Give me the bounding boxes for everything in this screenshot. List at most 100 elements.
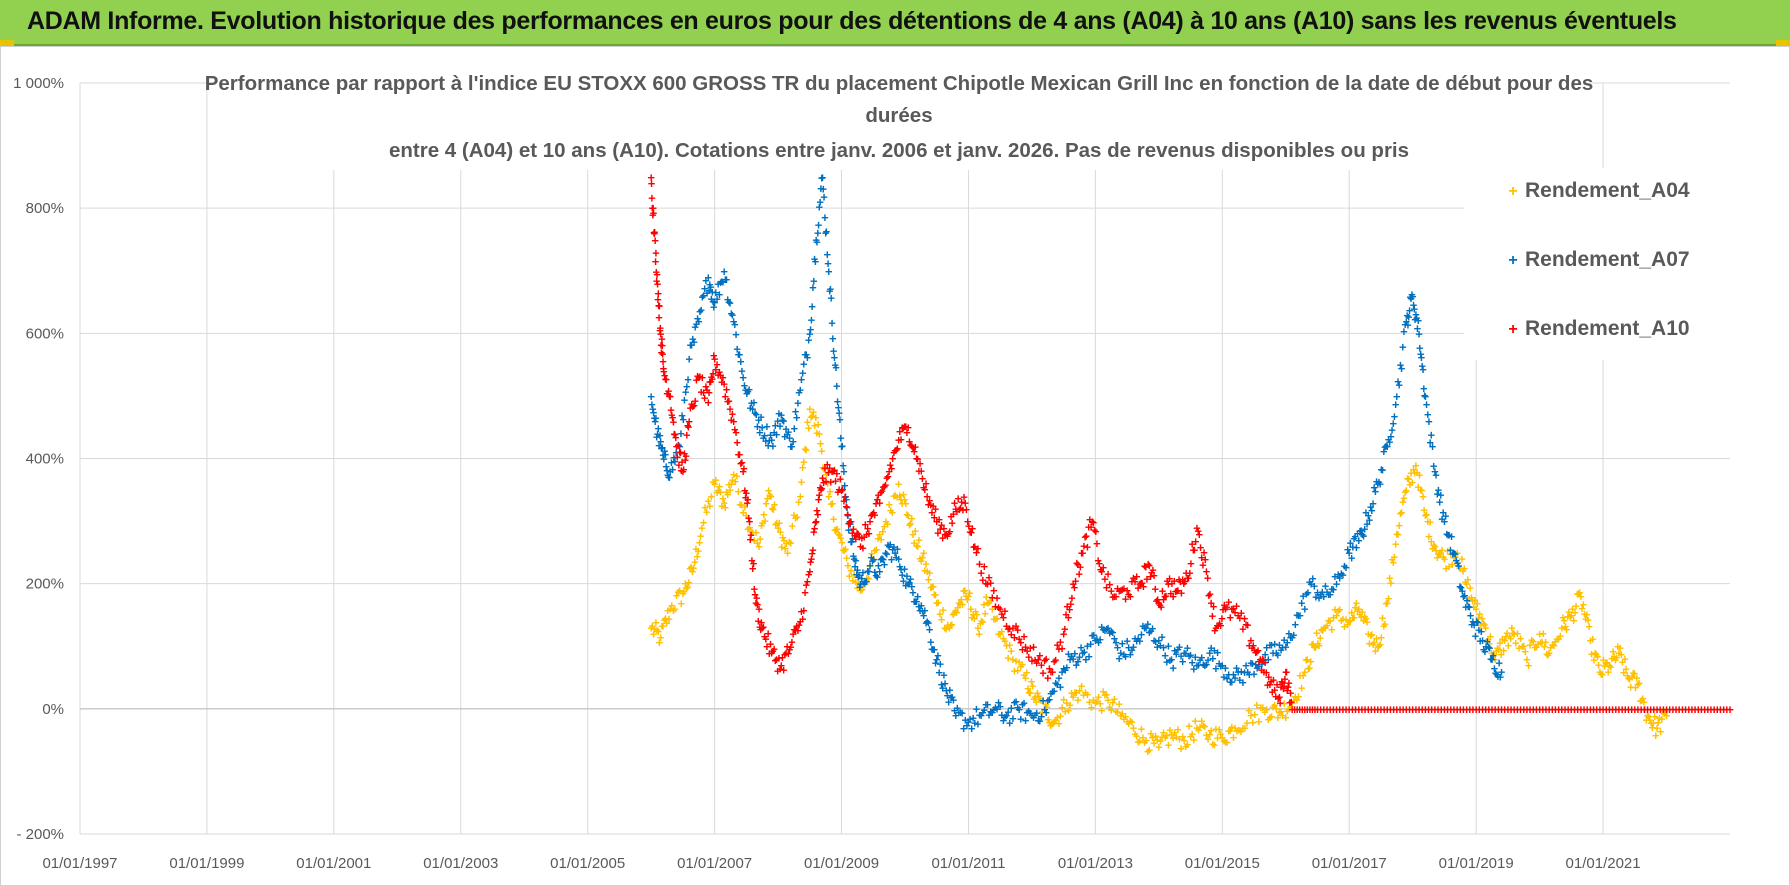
data-point: + bbox=[996, 627, 1004, 642]
data-point: + bbox=[1311, 639, 1319, 654]
data-point-interp: + bbox=[856, 530, 864, 545]
data-point-interp: + bbox=[1100, 622, 1108, 637]
data-point: + bbox=[996, 602, 1004, 617]
data-point-interp: + bbox=[733, 341, 741, 356]
data-point-interp: + bbox=[1106, 700, 1114, 715]
data-point-interp: + bbox=[1291, 702, 1299, 717]
data-point-interp: + bbox=[854, 570, 862, 585]
data-point-interp: + bbox=[1094, 553, 1102, 568]
data-point-interp: + bbox=[1190, 733, 1198, 748]
data-point-interp: + bbox=[1115, 651, 1123, 666]
data-point-interp: + bbox=[1096, 696, 1104, 711]
data-point-interp: + bbox=[1608, 651, 1616, 666]
data-point-interp: + bbox=[1406, 303, 1414, 318]
data-point-interp: + bbox=[1610, 649, 1618, 664]
data-point-interp: + bbox=[675, 457, 683, 472]
data-point-interp: + bbox=[919, 471, 927, 486]
data-point-interp: + bbox=[869, 554, 877, 569]
data-point-interp: + bbox=[1299, 668, 1307, 683]
data-point: + bbox=[1041, 702, 1049, 717]
data-point-interp: + bbox=[1276, 696, 1284, 711]
data-point: + bbox=[1079, 545, 1087, 560]
data-point-interp: + bbox=[1363, 614, 1371, 629]
data-point-interp: + bbox=[1404, 471, 1412, 486]
data-point-interp: + bbox=[1287, 685, 1295, 700]
data-point-interp: + bbox=[1147, 726, 1155, 741]
data-point-interp: + bbox=[1194, 524, 1202, 539]
data-point: + bbox=[1587, 633, 1595, 648]
data-point-interp: + bbox=[785, 535, 793, 550]
data-point-interp: + bbox=[1468, 617, 1476, 632]
data-point-interp: + bbox=[1537, 635, 1545, 650]
data-point-interp: + bbox=[898, 496, 906, 511]
data-point: + bbox=[1545, 646, 1553, 661]
data-point-interp: + bbox=[1399, 494, 1407, 509]
data-point-interp: + bbox=[1171, 725, 1179, 740]
data-point-interp: + bbox=[658, 619, 666, 634]
data-point-interp: + bbox=[839, 482, 847, 497]
data-point-interp: + bbox=[670, 450, 678, 465]
data-point-interp: + bbox=[1046, 715, 1054, 730]
data-point-interp: + bbox=[761, 514, 769, 529]
data-point-interp: + bbox=[1350, 610, 1358, 625]
data-point-interp: + bbox=[1109, 625, 1117, 640]
data-point: + bbox=[923, 564, 931, 579]
data-point-interp: + bbox=[1618, 647, 1626, 662]
data-point-interp: + bbox=[931, 510, 939, 525]
data-point-interp: + bbox=[1309, 571, 1317, 586]
data-point-interp: + bbox=[1011, 664, 1019, 679]
banner-corner-left bbox=[0, 40, 14, 46]
data-point-interp: + bbox=[850, 521, 858, 536]
data-point-interp: + bbox=[870, 552, 878, 567]
data-point-interp: + bbox=[814, 226, 822, 241]
data-point-interp: + bbox=[1436, 494, 1444, 509]
data-point-interp: + bbox=[697, 528, 705, 543]
data-point-interp: + bbox=[995, 600, 1003, 615]
data-point-interp: + bbox=[709, 366, 717, 381]
data-point-interp: + bbox=[956, 596, 964, 611]
data-point-interp: + bbox=[1367, 628, 1375, 643]
data-point-interp: + bbox=[650, 627, 658, 642]
data-point-interp: + bbox=[723, 272, 731, 287]
y-tick-label: - 200% bbox=[16, 826, 64, 843]
data-point: + bbox=[977, 708, 985, 723]
data-point-interp: + bbox=[1103, 687, 1111, 702]
data-point-interp: + bbox=[1146, 625, 1154, 640]
data-point-interp: + bbox=[1392, 397, 1400, 412]
data-point-interp: + bbox=[983, 589, 991, 604]
data-point-interp: + bbox=[851, 528, 859, 543]
data-point-interp: + bbox=[1049, 716, 1057, 731]
data-point-interp: + bbox=[1352, 702, 1360, 717]
gridlines bbox=[79, 82, 1730, 835]
data-point-interp: + bbox=[1660, 706, 1668, 721]
data-point-interp: + bbox=[927, 580, 935, 595]
data-point: + bbox=[704, 395, 712, 410]
data-point-interp: + bbox=[1407, 291, 1415, 306]
data-point-interp: + bbox=[1395, 518, 1403, 533]
y-tick-label: 0% bbox=[42, 701, 64, 718]
data-point-interp: + bbox=[1342, 560, 1350, 575]
data-point-interp: + bbox=[1638, 693, 1646, 708]
data-point-interp: + bbox=[1175, 572, 1183, 587]
data-point-interp: + bbox=[817, 181, 825, 196]
data-point-interp: + bbox=[1382, 439, 1390, 454]
data-point-interp: + bbox=[852, 575, 860, 590]
data-point-interp: + bbox=[1444, 702, 1452, 717]
data-point: + bbox=[990, 702, 998, 717]
data-point-interp: + bbox=[1387, 575, 1395, 590]
data-point: + bbox=[952, 502, 960, 517]
data-point-interp: + bbox=[1647, 716, 1655, 731]
data-point-interp: + bbox=[957, 705, 965, 720]
data-point-interp: + bbox=[1086, 695, 1094, 710]
data-point-interp: + bbox=[1358, 702, 1366, 717]
data-point: + bbox=[1244, 664, 1252, 679]
data-point-interp: + bbox=[786, 431, 794, 446]
data-point-interp: + bbox=[969, 607, 977, 622]
data-point: + bbox=[1276, 689, 1284, 704]
data-point: + bbox=[1409, 289, 1417, 304]
data-point-interp: + bbox=[1131, 574, 1139, 589]
data-point-interp: + bbox=[1429, 439, 1437, 454]
data-point-interp: + bbox=[1057, 634, 1065, 649]
data-point: + bbox=[679, 464, 687, 479]
data-point-interp: + bbox=[1401, 317, 1409, 332]
